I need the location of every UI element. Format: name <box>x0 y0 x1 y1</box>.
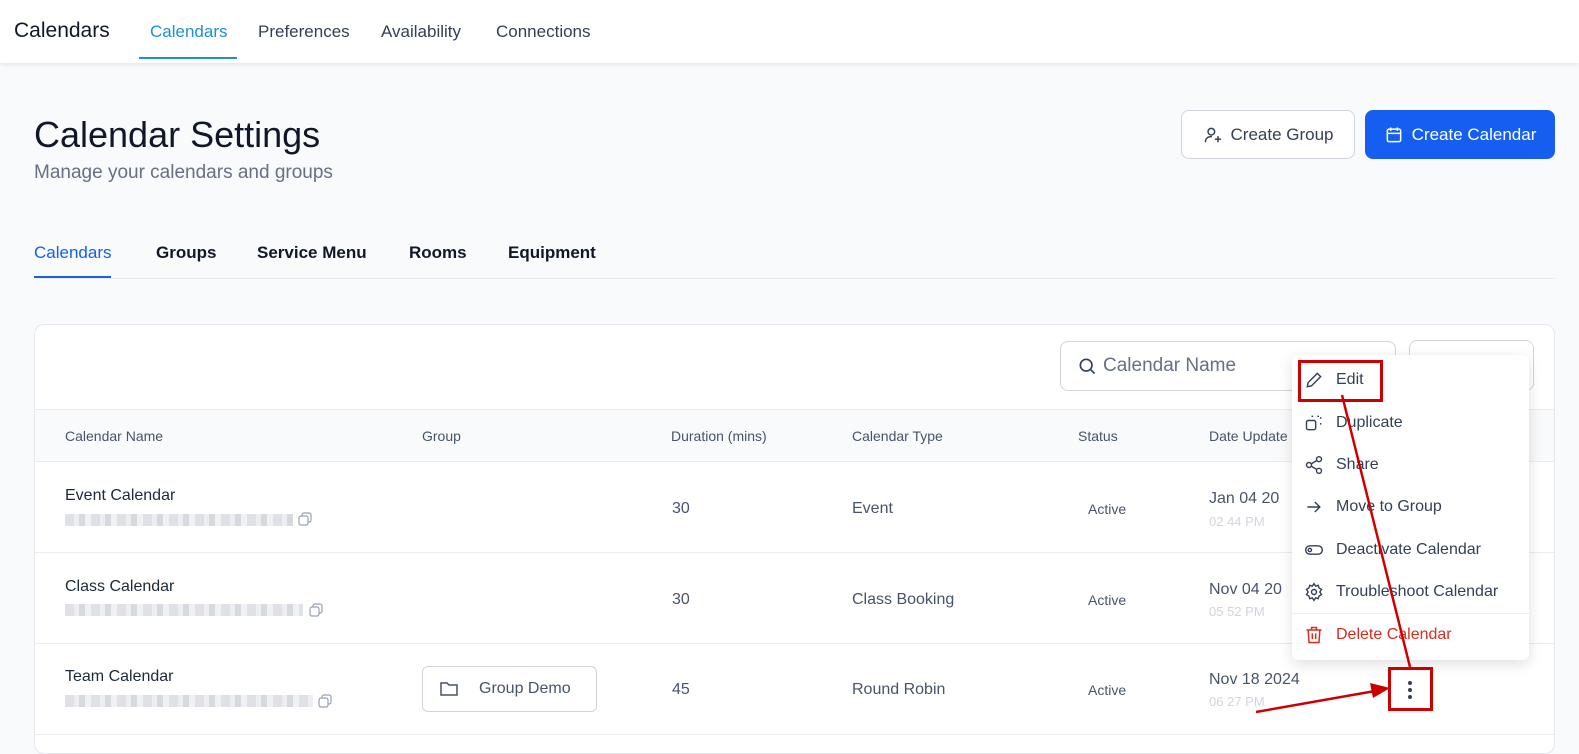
tab-active-underline <box>34 276 111 278</box>
kebab-dot <box>1408 695 1412 699</box>
col-calendar-type: Calendar Type <box>852 428 943 444</box>
menu-divider <box>1292 613 1529 614</box>
toggle-icon <box>1304 540 1324 560</box>
pencil-icon <box>1304 370 1324 390</box>
menu-label: Edit <box>1336 371 1364 388</box>
tab-groups[interactable]: Groups <box>156 243 217 262</box>
annotation-box-edit <box>1298 360 1383 402</box>
duration: 30 <box>672 591 690 608</box>
status-badge: Active <box>1088 501 1127 517</box>
page-title: Calendar Settings <box>34 114 321 155</box>
tabs-divider <box>34 278 1555 279</box>
redacted-link <box>65 695 313 707</box>
copy-icon[interactable] <box>298 512 312 526</box>
copy-icon[interactable] <box>318 694 332 708</box>
row-divider <box>35 643 1554 644</box>
nav-active-underline <box>139 57 237 59</box>
group-name: Group Demo <box>479 680 571 697</box>
time-updated: 02 44 PM <box>1209 514 1265 529</box>
nav-calendars[interactable]: Calendars <box>150 22 228 41</box>
tab-calendars[interactable]: Calendars <box>34 243 112 262</box>
create-calendar-button[interactable]: Create Calendar <box>1365 110 1555 159</box>
col-group: Group <box>422 428 461 444</box>
calendar-name[interactable]: Class Calendar <box>65 578 175 595</box>
duration: 30 <box>672 500 690 517</box>
duration: 45 <box>672 681 690 698</box>
create-group-label: Create Group <box>1230 124 1334 144</box>
row-actions-menu: Edit Duplicate Share Move to Group Deact… <box>1292 355 1529 660</box>
search-icon <box>1077 356 1097 376</box>
col-duration: Duration (mins) <box>671 428 767 444</box>
redacted-link <box>65 604 303 616</box>
top-nav: Calendars Calendars Preferences Availabi… <box>0 0 1579 63</box>
row-divider <box>35 552 1554 553</box>
menu-label: Share <box>1336 456 1379 473</box>
calendar-type: Event <box>852 500 893 517</box>
status-badge: Active <box>1088 592 1127 608</box>
col-calendar-name: Calendar Name <box>65 428 164 444</box>
share-icon <box>1304 455 1324 475</box>
tab-service-menu[interactable]: Service Menu <box>257 243 367 262</box>
date-updated: Nov 04 20 <box>1209 581 1282 598</box>
col-date-updated: Date Update <box>1209 428 1288 444</box>
calendar-icon <box>1384 125 1404 145</box>
status-badge: Active <box>1088 682 1127 698</box>
menu-item-duplicate[interactable]: Duplicate <box>1304 413 1403 433</box>
kebab-dot <box>1408 681 1412 685</box>
row-divider <box>35 734 1554 735</box>
menu-item-move-to-group[interactable]: Move to Group <box>1304 497 1442 517</box>
calendar-type: Class Booking <box>852 591 955 608</box>
arrow-right-icon <box>1304 497 1324 517</box>
menu-label: Deactivate Calendar <box>1336 541 1481 558</box>
col-status: Status <box>1078 428 1118 444</box>
menu-item-troubleshoot[interactable]: Troubleshoot Calendar <box>1304 582 1498 602</box>
kebab-dot <box>1408 688 1412 692</box>
date-updated: Nov 18 2024 <box>1209 671 1300 688</box>
menu-label: Troubleshoot Calendar <box>1336 583 1499 600</box>
gear-icon <box>1304 582 1324 602</box>
nav-connections[interactable]: Connections <box>496 22 591 41</box>
annotation-arrow-line <box>1255 689 1376 714</box>
menu-item-edit[interactable]: Edit <box>1304 370 1364 390</box>
trash-icon <box>1304 625 1324 645</box>
user-plus-icon <box>1203 125 1223 145</box>
calendar-type: Round Robin <box>852 681 946 698</box>
menu-item-share[interactable]: Share <box>1304 455 1379 475</box>
menu-label: Duplicate <box>1336 414 1403 431</box>
annotation-line <box>1340 394 1412 668</box>
time-updated: 05 52 PM <box>1209 604 1265 619</box>
page-subtitle: Manage your calendars and groups <box>34 162 333 183</box>
time-updated: 06 27 PM <box>1209 694 1265 709</box>
nav-preferences[interactable]: Preferences <box>258 22 350 41</box>
group-chip[interactable]: Group Demo <box>422 666 597 712</box>
arrowhead-icon <box>1370 683 1390 698</box>
more-options-button[interactable] <box>1400 675 1420 705</box>
create-group-button[interactable]: Create Group <box>1181 110 1355 159</box>
duplicate-icon <box>1304 413 1324 433</box>
calendar-name[interactable]: Event Calendar <box>65 487 176 504</box>
menu-label: Move to Group <box>1336 498 1442 515</box>
tab-equipment[interactable]: Equipment <box>508 243 596 262</box>
copy-icon[interactable] <box>309 603 323 617</box>
create-calendar-label: Create Calendar <box>1411 124 1537 144</box>
redacted-link <box>65 514 293 526</box>
calendar-name[interactable]: Team Calendar <box>65 668 174 685</box>
menu-item-delete[interactable]: Delete Calendar <box>1304 625 1452 645</box>
nav-availability[interactable]: Availability <box>381 22 462 41</box>
menu-label: Delete Calendar <box>1336 626 1452 643</box>
tab-rooms[interactable]: Rooms <box>409 243 467 262</box>
menu-item-deactivate[interactable]: Deactivate Calendar <box>1304 540 1481 560</box>
brand-title: Calendars <box>14 19 110 42</box>
annotation-box-kebab <box>1388 667 1433 711</box>
date-updated: Jan 04 20 <box>1209 490 1280 507</box>
folder-icon <box>439 680 459 698</box>
